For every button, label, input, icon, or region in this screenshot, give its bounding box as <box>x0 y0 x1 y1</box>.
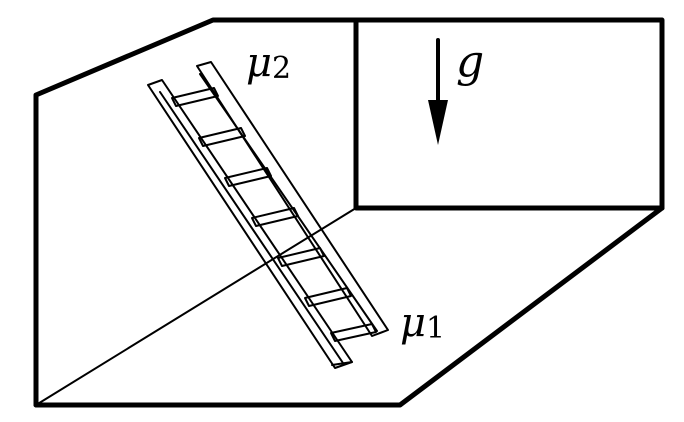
room-box <box>33 17 665 408</box>
ladder-left-rail-inner <box>159 91 344 364</box>
gravity-arrowhead <box>428 100 448 145</box>
ladder-rungs <box>171 87 377 342</box>
ladder-rung <box>198 127 246 147</box>
ladder-right-rail <box>196 61 389 337</box>
wall-floor-edge <box>35 207 357 406</box>
mu1-label: μ1 <box>400 300 445 346</box>
gravity-label: g <box>456 36 484 87</box>
ladder-rung <box>277 247 325 267</box>
left-wall-outline <box>33 17 665 408</box>
ladder-left-foot <box>331 361 353 366</box>
mu2-label: μ2 <box>246 40 291 86</box>
back-wall-outline <box>353 17 665 211</box>
ladder-rung <box>251 207 299 227</box>
ladder-rung <box>224 167 272 187</box>
floor-outline <box>33 205 665 408</box>
gravity-arrow <box>428 38 448 145</box>
ladder-rung <box>330 323 377 342</box>
ladder-rung <box>171 87 219 107</box>
ladder-rung <box>304 287 352 307</box>
ladder <box>147 61 389 369</box>
